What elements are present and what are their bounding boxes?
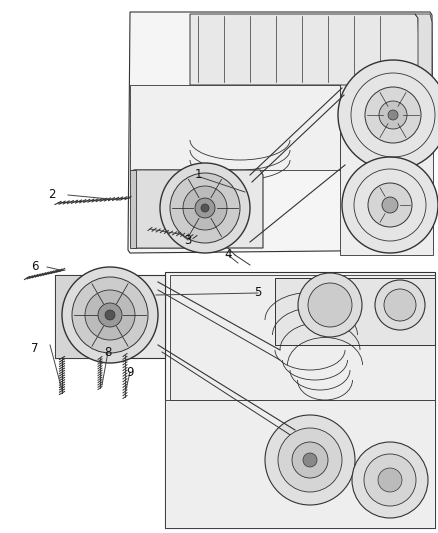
Polygon shape bbox=[190, 14, 420, 85]
Text: 6: 6 bbox=[31, 261, 39, 273]
Circle shape bbox=[384, 289, 416, 321]
Polygon shape bbox=[133, 170, 200, 248]
Polygon shape bbox=[275, 278, 435, 345]
Circle shape bbox=[105, 310, 115, 320]
Polygon shape bbox=[55, 275, 100, 358]
Circle shape bbox=[388, 110, 398, 120]
Circle shape bbox=[195, 198, 215, 218]
Circle shape bbox=[201, 204, 209, 212]
Circle shape bbox=[278, 428, 342, 492]
Circle shape bbox=[303, 453, 317, 467]
Text: 9: 9 bbox=[126, 366, 134, 378]
Circle shape bbox=[72, 277, 148, 353]
Circle shape bbox=[352, 442, 428, 518]
Circle shape bbox=[368, 183, 412, 227]
Circle shape bbox=[375, 280, 425, 330]
Circle shape bbox=[298, 273, 362, 337]
Text: 5: 5 bbox=[254, 287, 261, 300]
Polygon shape bbox=[130, 85, 340, 170]
Circle shape bbox=[292, 442, 328, 478]
Text: 1: 1 bbox=[194, 168, 202, 182]
Circle shape bbox=[85, 290, 135, 340]
Text: 7: 7 bbox=[31, 342, 39, 354]
Circle shape bbox=[160, 163, 250, 253]
Circle shape bbox=[338, 60, 438, 170]
Circle shape bbox=[183, 186, 227, 230]
Circle shape bbox=[170, 173, 240, 243]
Circle shape bbox=[365, 87, 421, 143]
Polygon shape bbox=[165, 272, 435, 528]
Text: 8: 8 bbox=[104, 345, 112, 359]
Circle shape bbox=[379, 101, 407, 129]
Text: 2: 2 bbox=[48, 189, 56, 201]
Circle shape bbox=[364, 454, 416, 506]
Circle shape bbox=[265, 415, 355, 505]
Polygon shape bbox=[132, 170, 263, 248]
Circle shape bbox=[98, 303, 122, 327]
Circle shape bbox=[308, 283, 352, 327]
Circle shape bbox=[378, 468, 402, 492]
Polygon shape bbox=[165, 400, 435, 528]
Polygon shape bbox=[415, 14, 432, 85]
Polygon shape bbox=[55, 275, 165, 358]
Polygon shape bbox=[170, 275, 435, 400]
Circle shape bbox=[382, 197, 398, 213]
Text: 3: 3 bbox=[184, 233, 192, 246]
Text: 4: 4 bbox=[224, 248, 232, 262]
Circle shape bbox=[342, 157, 438, 253]
Polygon shape bbox=[128, 12, 433, 253]
Polygon shape bbox=[130, 170, 136, 248]
Polygon shape bbox=[340, 80, 433, 255]
Circle shape bbox=[62, 267, 158, 363]
